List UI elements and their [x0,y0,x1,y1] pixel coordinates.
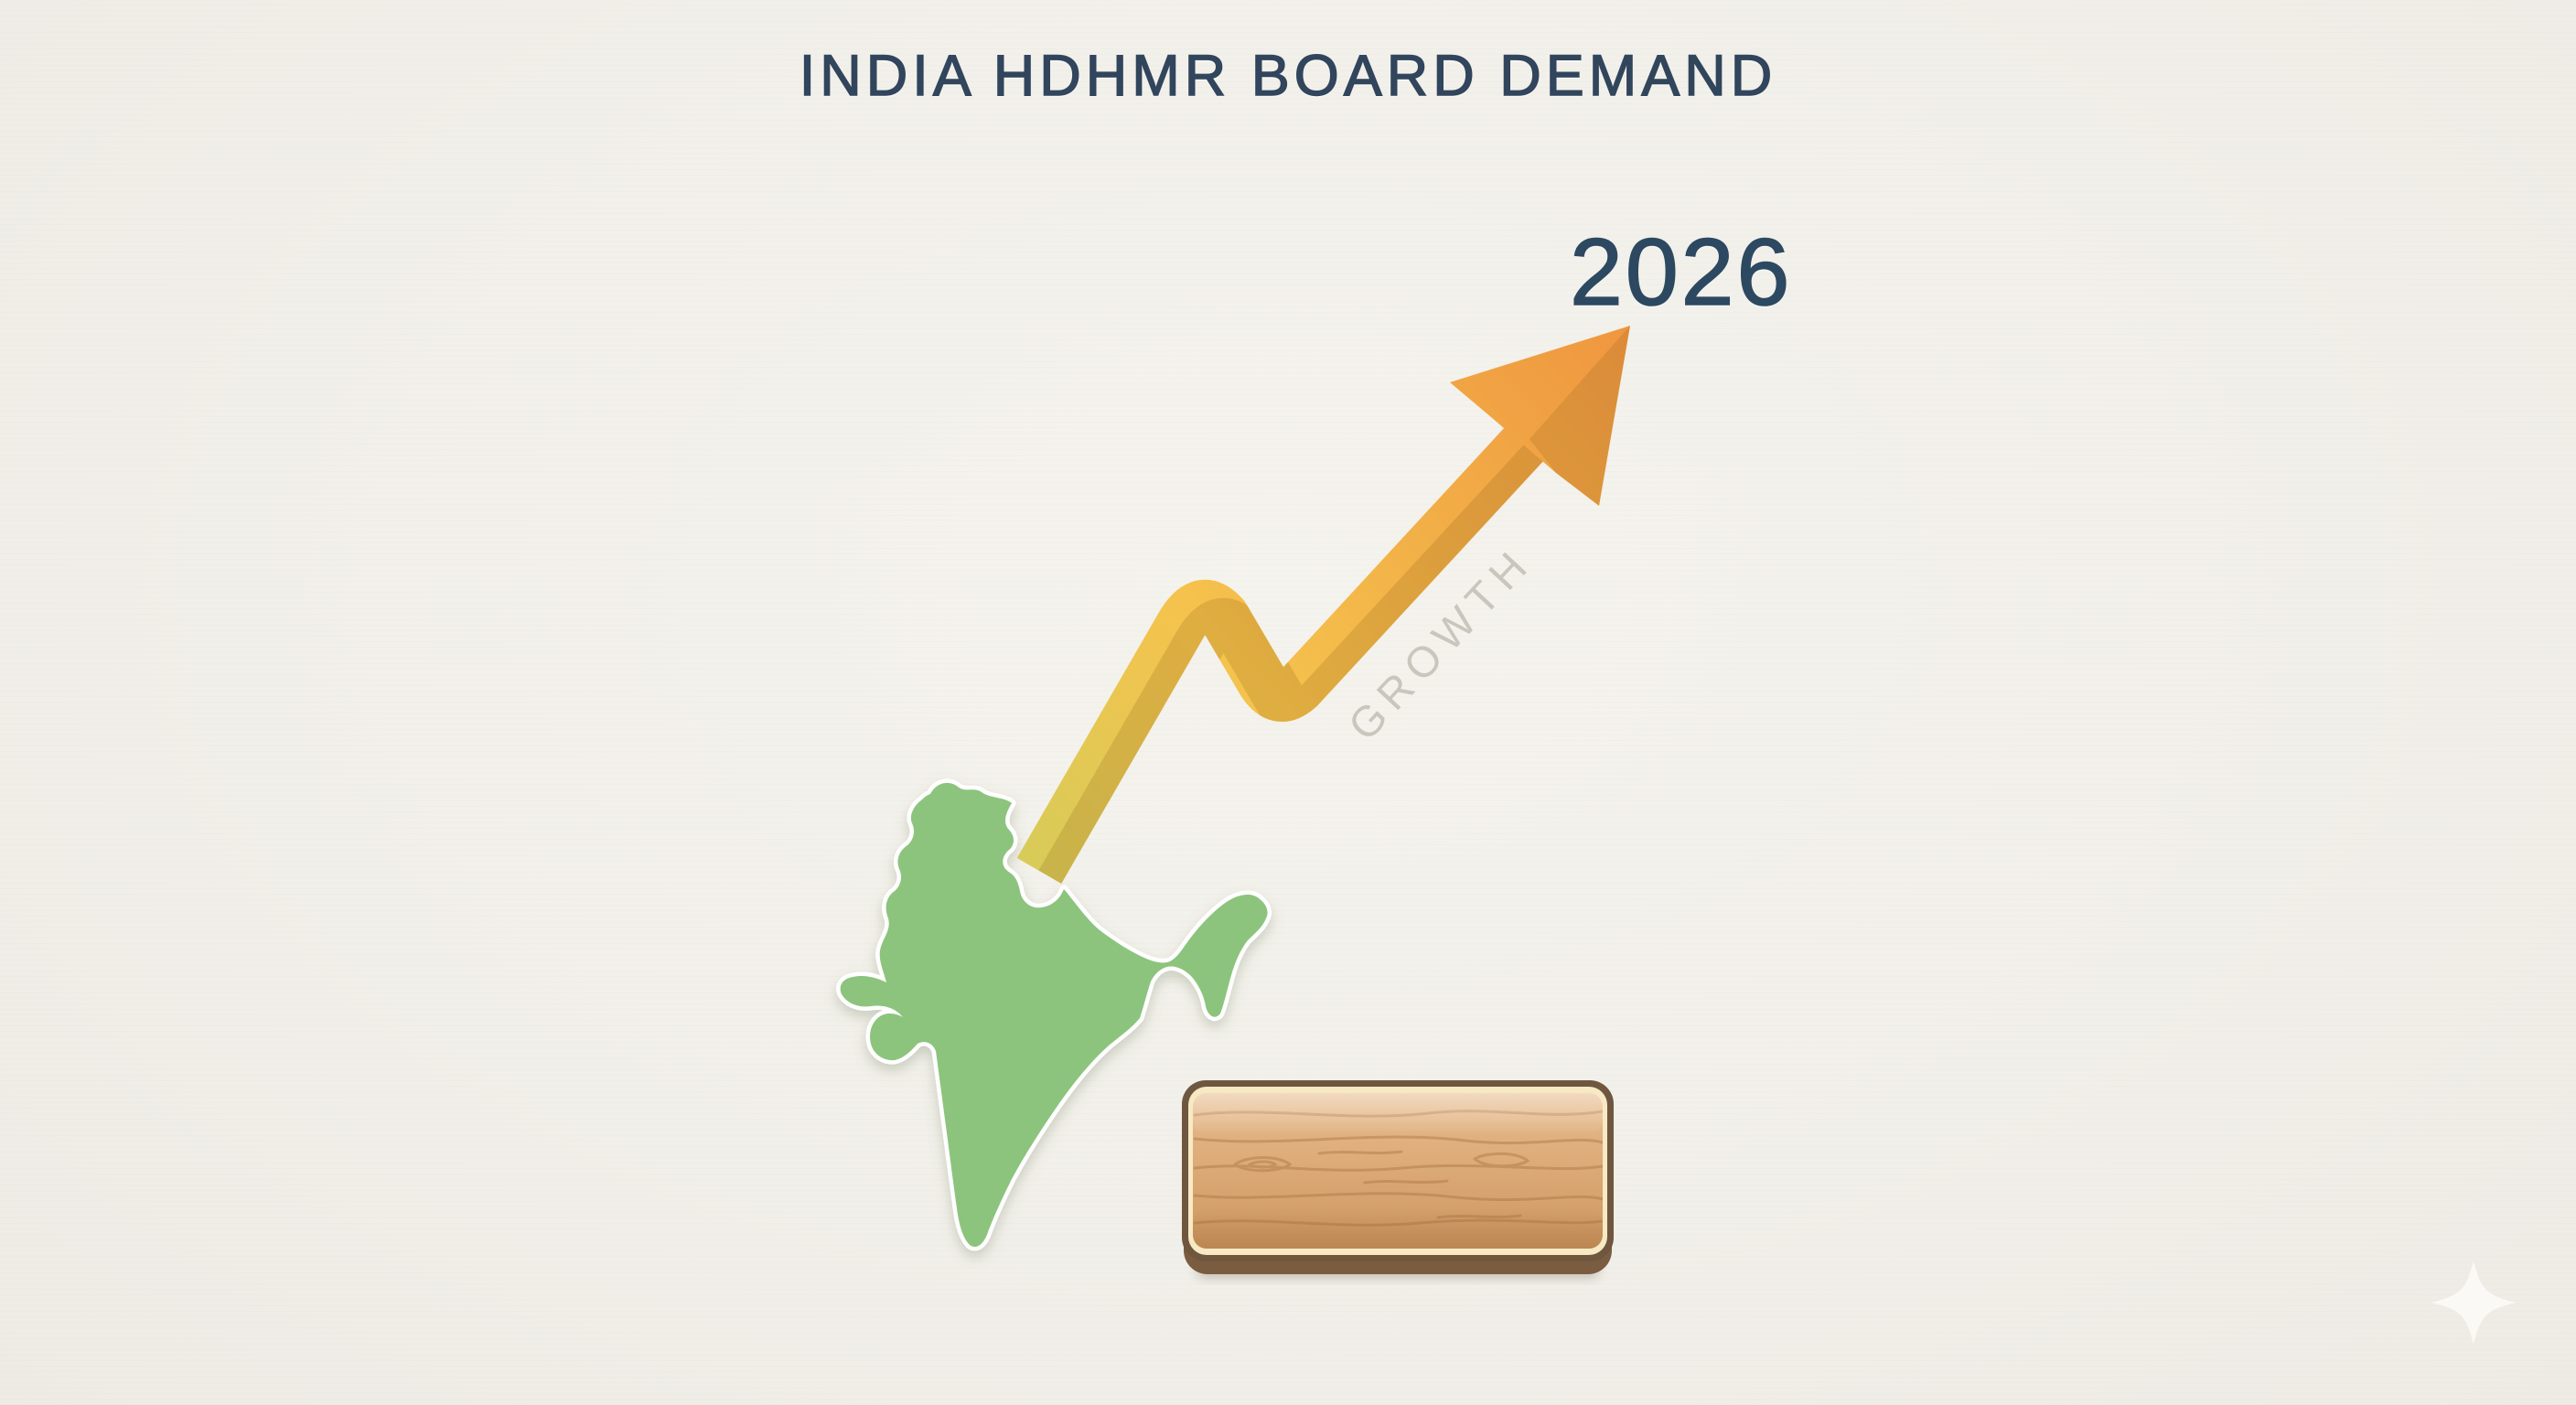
arrow-shaft-shading [1035,425,1580,903]
growth-arrow [1016,326,1630,903]
arrow-head-shading [1530,326,1630,506]
sparkle-icon [2431,1260,2516,1345]
page-title: INDIA HDHMR BOARD DEMAND [799,44,1777,108]
india-map [836,778,1272,1251]
board-face-sheen [1193,1093,1603,1135]
board-face-shade [1193,1208,1603,1249]
arrow-shaft [1016,407,1562,885]
arrow-head [1450,326,1630,506]
wooden-board [1182,1080,1614,1278]
year-label: 2026 [1569,220,1793,326]
india-map-group [836,778,1272,1251]
